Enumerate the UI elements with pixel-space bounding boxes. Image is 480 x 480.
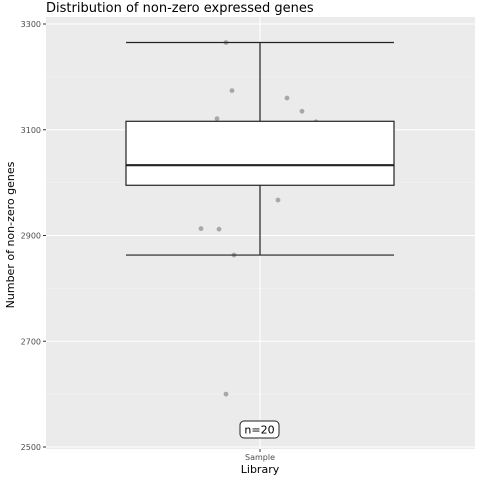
y-axis: 2500 2700 2900 3100 3300 [21, 20, 46, 452]
data-point [215, 116, 220, 121]
y-tick-label: 3100 [21, 126, 41, 135]
y-tick-label: 2700 [21, 337, 41, 346]
x-axis: Sample [245, 449, 275, 462]
data-point [230, 88, 235, 93]
data-point [300, 109, 305, 114]
y-tick-label: 3300 [21, 20, 41, 29]
y-tick-label: 2500 [21, 443, 41, 452]
annotation-layer: n=20 [240, 421, 279, 438]
data-point [217, 227, 222, 232]
data-point [224, 392, 229, 397]
annotation-label: n=20 [244, 424, 274, 437]
data-point [199, 226, 204, 231]
y-tick-label: 2900 [21, 232, 41, 241]
data-point [285, 96, 290, 101]
iqr-box [126, 121, 394, 185]
data-point [276, 198, 281, 203]
x-tick-label: Sample [245, 453, 275, 462]
x-axis-label: Library [241, 463, 280, 476]
y-axis-label: Number of non-zero genes [4, 161, 17, 308]
